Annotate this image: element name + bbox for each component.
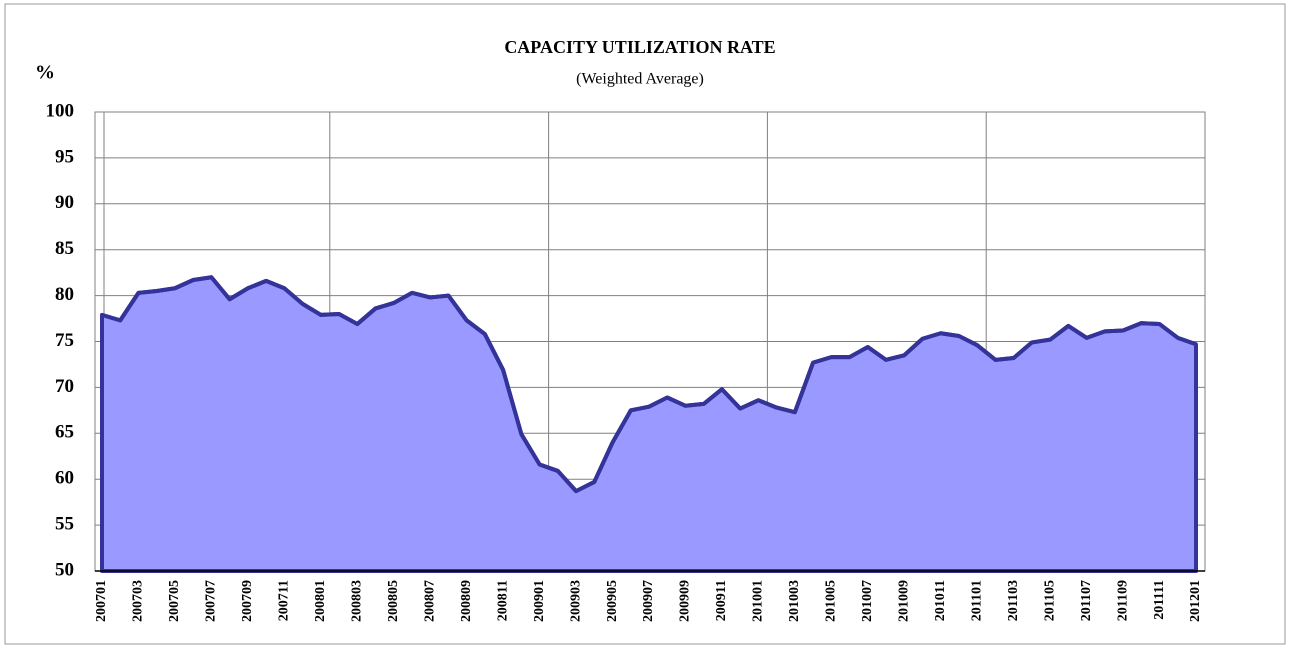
y-tick-label: 90 bbox=[55, 192, 74, 213]
x-tick-label: 201107 bbox=[1079, 580, 1094, 621]
x-tick-label: 200809 bbox=[459, 580, 474, 622]
y-tick-label: 75 bbox=[55, 330, 74, 351]
y-tick-label: 95 bbox=[55, 146, 74, 167]
y-tick-label: 70 bbox=[55, 376, 74, 397]
x-tick-label: 200803 bbox=[349, 580, 364, 622]
x-tick-label: 201005 bbox=[824, 580, 839, 622]
x-tick-label: 200805 bbox=[386, 580, 401, 622]
x-tick-label: 201009 bbox=[896, 580, 911, 622]
x-tick-label: 200711 bbox=[277, 580, 292, 621]
y-tick-label: 50 bbox=[55, 559, 74, 580]
area-line bbox=[101, 275, 1197, 494]
x-tick-label: 200905 bbox=[605, 580, 620, 622]
x-tick-label: 201001 bbox=[751, 580, 766, 622]
chart-subtitle: (Weighted Average) bbox=[576, 71, 704, 88]
x-tick-label: 200707 bbox=[204, 580, 219, 622]
x-tick-label: 201101 bbox=[969, 580, 984, 621]
y-tick-label: 65 bbox=[55, 422, 74, 443]
x-tick-label: 200801 bbox=[313, 580, 328, 622]
x-tick-label: 200705 bbox=[167, 580, 182, 622]
x-tick-label: 200903 bbox=[568, 580, 583, 622]
chart-title: CAPACITY UTILIZATION RATE bbox=[504, 37, 775, 57]
x-tick-label: 200909 bbox=[678, 580, 693, 622]
x-tick-label: 200701 bbox=[94, 580, 109, 622]
x-tick-label: 201007 bbox=[860, 580, 875, 622]
y-tick-label: 60 bbox=[55, 468, 74, 489]
x-tick-label: 201103 bbox=[1006, 580, 1021, 621]
x-tick-label: 201003 bbox=[787, 580, 802, 622]
x-tick-label: 200709 bbox=[240, 580, 255, 622]
x-tick-label: 201111 bbox=[1152, 580, 1167, 620]
x-tick-label: 200901 bbox=[532, 580, 547, 622]
x-tick-label: 201011 bbox=[933, 580, 948, 621]
y-tick-label: 85 bbox=[55, 238, 74, 259]
x-tick-label: 200907 bbox=[641, 580, 656, 622]
y-tick-label: 100 bbox=[46, 100, 75, 121]
x-tick-label: 200703 bbox=[131, 580, 146, 622]
x-tick-label: 200911 bbox=[714, 580, 729, 621]
x-tick-label: 200811 bbox=[495, 580, 510, 621]
y-tick-label: 55 bbox=[55, 513, 74, 534]
x-tick-label: 201109 bbox=[1115, 580, 1130, 621]
x-tick-label: 201105 bbox=[1042, 580, 1057, 621]
y-tick-label: 80 bbox=[55, 284, 74, 305]
y-axis-label: % bbox=[35, 62, 55, 84]
x-tick-label: 200807 bbox=[422, 580, 437, 622]
x-tick-label: 201201 bbox=[1188, 580, 1203, 622]
